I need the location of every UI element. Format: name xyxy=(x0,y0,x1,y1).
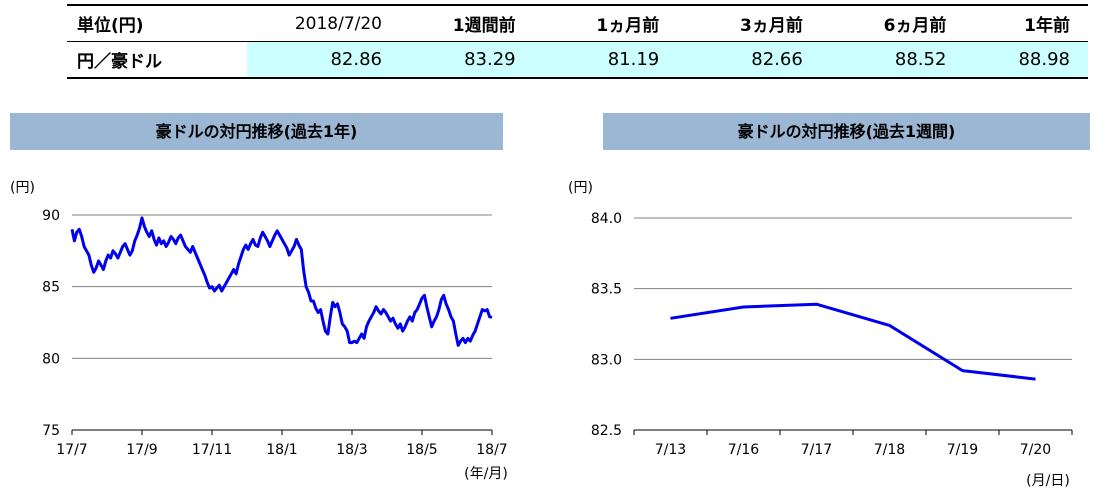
value-1year: 88.98 xyxy=(964,41,1088,78)
y-tick-label: 82.5 xyxy=(591,423,622,439)
chart-1week: (円) 84.0 83.5 83.0 82.5 7/13 7/16 7/17 7/18 7/19 7… xyxy=(568,180,1073,489)
chart2-title: 豪ドルの対円推移(過去1週間) xyxy=(603,113,1090,150)
header-1week: 1週間前 xyxy=(452,16,516,36)
y-tick-label: 84.0 xyxy=(591,211,622,227)
header-date: 2018/7/20 xyxy=(294,13,382,34)
value-1month: 81.19 xyxy=(533,41,678,78)
chart1-title: 豪ドルの対円推移(過去1年) xyxy=(10,113,503,150)
y-tick-label: 80 xyxy=(42,351,60,367)
x-axis-label: (月/日) xyxy=(1026,473,1070,489)
x-tick-label: 18/7 xyxy=(476,442,507,458)
x-tick-label: 18/5 xyxy=(406,442,437,458)
series-line xyxy=(670,302,1036,381)
y-tick-label: 83.5 xyxy=(591,282,622,298)
y-unit-label: (円) xyxy=(10,180,35,196)
x-tick-label: 7/16 xyxy=(728,442,760,458)
y-tick-label: 85 xyxy=(42,280,60,296)
x-tick-label: 18/3 xyxy=(336,442,367,458)
series-line xyxy=(70,216,493,347)
y-tick-label: 83.0 xyxy=(591,352,622,368)
row-label: 円／豪ドル xyxy=(67,41,247,78)
value-1week: 83.29 xyxy=(390,41,534,78)
y-unit-label: (円) xyxy=(568,180,593,196)
x-tick-label: 17/7 xyxy=(56,442,87,458)
summary-data-row: 円／豪ドル 82.86 83.29 81.19 82.66 88.52 88.9… xyxy=(67,41,1088,78)
header-unit: 単位(円) xyxy=(77,16,144,36)
chart-1year: (円) 90 85 80 75 17/7 17/9 17/11 18/1 18/3 18/5 18/7… xyxy=(10,180,508,482)
value-current: 82.86 xyxy=(247,41,390,78)
summary-table: 単位(円) 2018/7/20 1週間前 1ヵ月前 3ヵ月前 6ヵ月前 1年前 … xyxy=(67,4,1088,79)
header-3month: 3ヵ月前 xyxy=(739,16,803,36)
header-1year: 1年前 xyxy=(1024,16,1070,36)
header-6month: 6ヵ月前 xyxy=(883,16,947,36)
x-tick-label: 7/13 xyxy=(655,442,686,458)
x-tick-label: 7/17 xyxy=(801,442,832,458)
value-6month: 88.52 xyxy=(820,41,965,78)
x-tick-label: 17/11 xyxy=(192,442,232,458)
x-tick-label: 17/9 xyxy=(126,442,157,458)
x-tick-label: 7/20 xyxy=(1020,442,1051,458)
x-axis-label: (年/月) xyxy=(464,466,508,482)
y-tick-label: 75 xyxy=(42,423,60,439)
value-3month: 82.66 xyxy=(677,41,821,78)
x-tick-label: 7/19 xyxy=(947,442,978,458)
x-tick-label: 18/1 xyxy=(266,442,297,458)
y-tick-label: 90 xyxy=(42,208,60,224)
x-tick-label: 7/18 xyxy=(874,442,905,458)
header-1month: 1ヵ月前 xyxy=(596,16,660,36)
summary-header-row: 単位(円) 2018/7/20 1週間前 1ヵ月前 3ヵ月前 6ヵ月前 1年前 xyxy=(67,5,1088,42)
